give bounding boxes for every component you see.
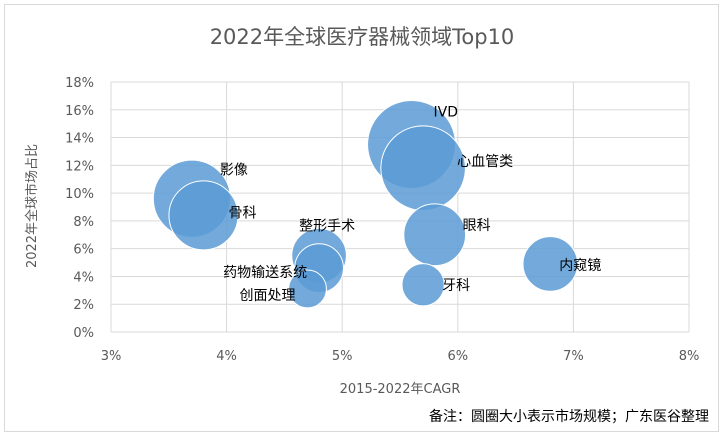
x-axis-title: 2015-2022年CAGR xyxy=(340,382,461,397)
bubbles xyxy=(152,100,579,309)
x-tick-labels: 3% 4% 5% 6% 7% 8% xyxy=(101,349,700,364)
source-note: 备注：圆圈大小表示市场规模；广东医谷整理 xyxy=(429,408,709,425)
bubble-label: 药物输送系统 xyxy=(223,265,307,281)
y-tick-label: 14% xyxy=(65,132,94,147)
x-tick-label: 6% xyxy=(447,349,468,364)
y-tick-label: 0% xyxy=(73,326,94,341)
y-tick-label: 12% xyxy=(65,159,94,174)
bubble-label: 骨科 xyxy=(228,205,256,221)
y-tick-label: 4% xyxy=(73,270,94,285)
chart-frame xyxy=(4,4,719,432)
y-tick-label: 6% xyxy=(73,243,94,258)
bubble xyxy=(403,203,467,267)
x-tick-label: 7% xyxy=(563,349,584,364)
x-tick-label: 5% xyxy=(332,349,353,364)
y-axis-title: 2022年全球市场占比 xyxy=(24,144,40,268)
y-tick-label: 2% xyxy=(73,298,94,313)
y-tick-label: 18% xyxy=(65,76,94,91)
bubble xyxy=(380,125,466,211)
bubble-label: 创面处理 xyxy=(240,288,296,304)
bubble-label: 牙科 xyxy=(442,278,470,294)
bubble xyxy=(288,269,327,309)
bubble-label: 内窥镜 xyxy=(559,257,601,274)
chart-title: 2022年全球医疗器械领域Top10 xyxy=(210,25,515,49)
y-tick-labels: 0% 2% 4% 6% 8% 10% 12% 14% 16% 18% xyxy=(65,76,94,341)
bubble xyxy=(522,236,579,292)
y-tick-label: 10% xyxy=(65,187,94,202)
x-tick-label: 4% xyxy=(216,349,237,364)
y-tick-label: 16% xyxy=(65,104,94,119)
bubble-label: 整形手术 xyxy=(299,219,355,235)
x-tick-label: 3% xyxy=(101,349,122,364)
bubble xyxy=(401,263,445,307)
x-tick-label: 8% xyxy=(679,349,700,364)
bubble xyxy=(168,180,239,251)
y-tick-label: 8% xyxy=(73,215,94,230)
bubble-label: 影像 xyxy=(220,163,248,179)
bubble-label: IVD xyxy=(434,105,459,121)
bubble-label: 眼科 xyxy=(463,218,491,234)
bubble-label: 心血管类 xyxy=(457,154,513,170)
